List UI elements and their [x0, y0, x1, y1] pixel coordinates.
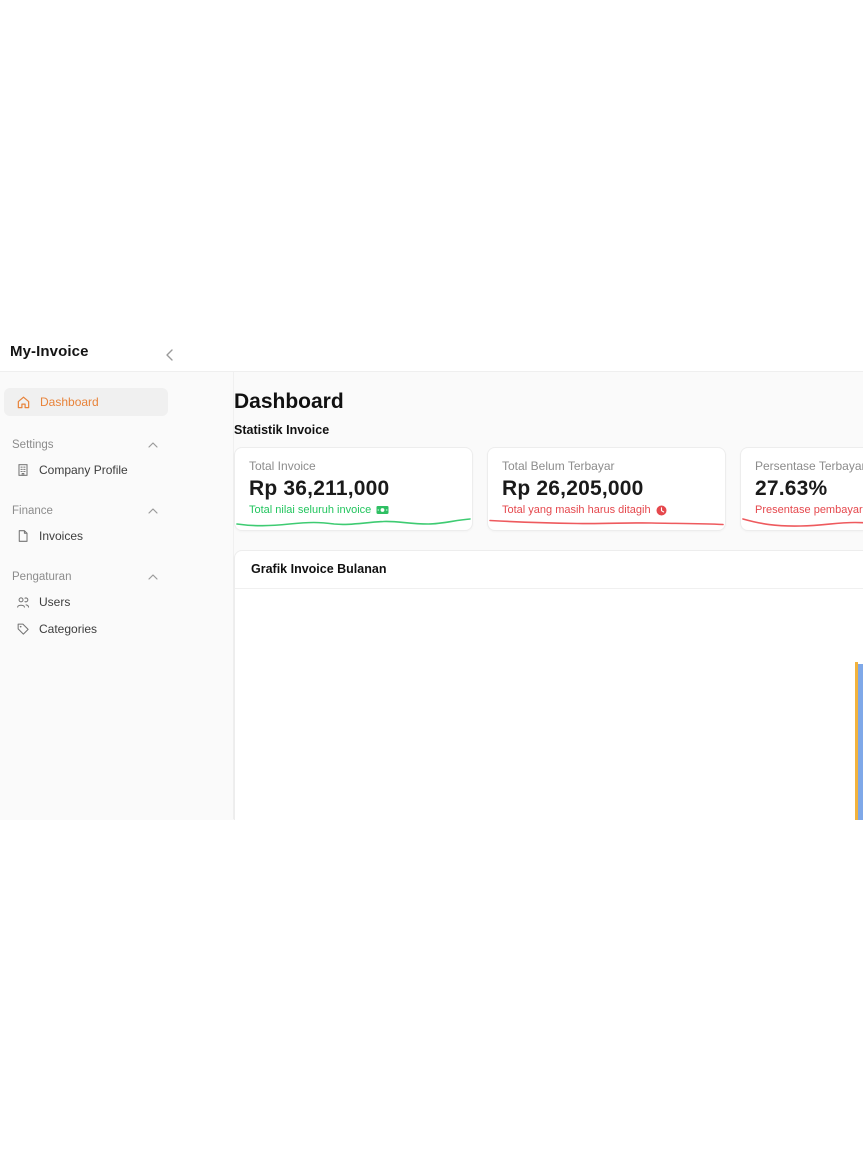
- sidebar-item-dashboard[interactable]: Dashboard: [4, 388, 168, 416]
- section-header-finance[interactable]: Finance: [4, 499, 168, 523]
- stat-label: Total Invoice: [249, 459, 316, 473]
- chevron-left-icon: [165, 349, 173, 361]
- chart-bar-blue: [858, 664, 863, 820]
- sparkline-red: [742, 518, 863, 527]
- stat-subtext-label: Total nilai seluruh invoice: [249, 504, 372, 516]
- section-header-pengaturan[interactable]: Pengaturan: [4, 565, 168, 589]
- sidebar-item-invoices[interactable]: Invoices: [4, 523, 168, 549]
- stat-subtext: Presentase pembayaran: [755, 504, 863, 516]
- sparkline-green: [236, 518, 471, 527]
- top-bar: My-Invoice: [0, 338, 863, 372]
- section-header-settings[interactable]: Settings: [4, 433, 168, 457]
- stat-subtext: Total nilai seluruh invoice: [249, 504, 458, 516]
- section-label: Settings: [12, 439, 54, 451]
- stat-card-belum-terbayar: Total Belum Terbayar Rp 26,205,000 Total…: [487, 447, 726, 531]
- stat-label: Total Belum Terbayar: [502, 459, 615, 473]
- section-label: Pengaturan: [12, 571, 72, 583]
- sidebar-item-label: Categories: [39, 622, 98, 636]
- app-title: My-Invoice: [10, 343, 89, 360]
- stat-subtext-label: Total yang masih harus ditagih: [502, 504, 651, 516]
- sidebar: Dashboard Settings: [0, 372, 234, 819]
- chevron-up-icon: [148, 442, 158, 448]
- file-icon: [18, 530, 28, 542]
- sparkline-red: [489, 519, 724, 526]
- stat-cards-row: Total Invoice Rp 36,211,000 Total nilai …: [234, 447, 863, 531]
- app-body: Dashboard Settings: [0, 372, 863, 820]
- sidebar-section-finance: Finance Invoices: [4, 499, 233, 549]
- sidebar-item-label: Company Profile: [39, 463, 128, 477]
- stat-subtext-label: Presentase pembayaran: [755, 504, 863, 516]
- chart-bar-yellow: [855, 662, 858, 820]
- sidebar-item-label: Invoices: [39, 529, 84, 543]
- tag-icon: [17, 623, 29, 635]
- stat-label: Persentase Terbayar: [755, 459, 863, 473]
- app-window: My-Invoice Dashboard Settings: [0, 338, 863, 820]
- sidebar-section-pengaturan: Pengaturan Users: [4, 565, 233, 642]
- stat-subtext: Total yang masih harus ditagih: [502, 504, 711, 516]
- chart-card-header: Grafik Invoice Bulanan: [235, 551, 863, 589]
- page-title: Dashboard: [234, 390, 344, 413]
- stat-card-persentase: Persentase Terbayar 27.63% Presentase pe…: [740, 447, 863, 531]
- building-icon: [18, 464, 28, 476]
- sidebar-item-company-profile[interactable]: Company Profile: [4, 457, 168, 483]
- chevron-up-icon: [148, 508, 158, 514]
- stat-value: Rp 36,211,000: [249, 477, 390, 500]
- chart-title: Grafik Invoice Bulanan: [251, 562, 387, 576]
- chart-area: [235, 589, 863, 820]
- sidebar-section-settings: Settings Company Profile: [4, 433, 233, 483]
- section-label: Finance: [12, 505, 53, 517]
- sidebar-item-label: Dashboard: [40, 395, 99, 409]
- sidebar-item-categories[interactable]: Categories: [4, 616, 168, 642]
- sidebar-item-users[interactable]: Users: [4, 589, 168, 615]
- main-content: Dashboard Statistik Invoice Total Invoic…: [234, 372, 863, 820]
- banknote-icon: [376, 506, 389, 514]
- stat-value: 27.63%: [755, 477, 828, 500]
- stat-value: Rp 26,205,000: [502, 477, 644, 500]
- sidebar-item-label: Users: [39, 595, 71, 609]
- stats-section-title: Statistik Invoice: [234, 423, 330, 437]
- chevron-up-icon: [148, 574, 158, 580]
- clock-icon: [656, 505, 667, 515]
- home-icon: [17, 396, 30, 408]
- monthly-invoice-chart-card: Grafik Invoice Bulanan: [234, 550, 863, 820]
- sidebar-collapse-button[interactable]: [162, 347, 176, 363]
- users-icon: [17, 597, 30, 608]
- stat-card-total-invoice: Total Invoice Rp 36,211,000 Total nilai …: [234, 447, 473, 531]
